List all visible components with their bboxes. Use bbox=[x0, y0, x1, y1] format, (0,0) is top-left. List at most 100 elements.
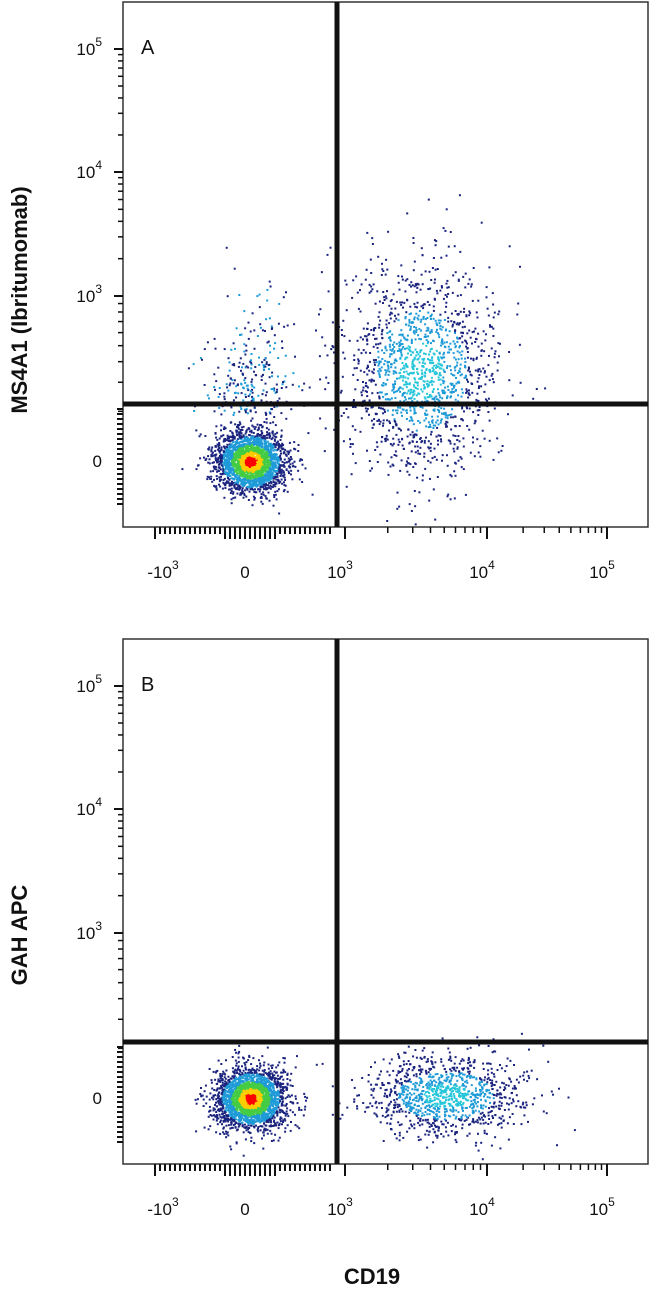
event-dot bbox=[234, 476, 237, 478]
event-dot bbox=[380, 333, 383, 336]
event-dot bbox=[412, 405, 415, 408]
event-dot bbox=[377, 343, 380, 346]
event-dot bbox=[267, 450, 270, 453]
event-dot bbox=[424, 270, 427, 273]
event-dot bbox=[257, 488, 260, 491]
event-dot bbox=[393, 361, 396, 364]
event-dot bbox=[345, 309, 348, 312]
event-dot bbox=[393, 454, 396, 456]
event-dot bbox=[230, 487, 233, 490]
event-dot bbox=[342, 319, 345, 322]
event-dot bbox=[239, 1079, 242, 1082]
event-dot bbox=[267, 460, 270, 463]
event-dot bbox=[365, 268, 368, 271]
event-dot bbox=[269, 468, 272, 471]
event-dot bbox=[407, 377, 410, 380]
event-dot bbox=[266, 456, 269, 459]
event-dot bbox=[458, 425, 461, 427]
event-dot bbox=[272, 477, 275, 480]
event-dot bbox=[404, 358, 407, 361]
event-dot bbox=[378, 406, 380, 409]
event-dot bbox=[246, 488, 249, 491]
event-dot bbox=[406, 365, 409, 368]
event-dot bbox=[218, 407, 221, 409]
event-dot bbox=[213, 467, 216, 470]
event-dot bbox=[254, 435, 257, 438]
event-dot bbox=[451, 291, 454, 294]
event-dot bbox=[407, 428, 410, 431]
event-dot bbox=[250, 442, 252, 444]
x-tick-label: -103 bbox=[147, 558, 179, 582]
event-dot bbox=[214, 1071, 217, 1074]
event-dot bbox=[204, 459, 207, 461]
event-dot bbox=[238, 458, 241, 461]
event-dot bbox=[473, 455, 476, 458]
event-dot bbox=[372, 359, 375, 362]
event-dot bbox=[518, 343, 521, 346]
event-dot bbox=[393, 359, 396, 362]
event-dot bbox=[423, 336, 426, 338]
event-dot bbox=[421, 440, 423, 443]
event-dot bbox=[277, 375, 279, 378]
event-dot bbox=[262, 366, 265, 369]
event-dot bbox=[244, 465, 247, 468]
event-dot bbox=[461, 341, 464, 344]
event-dot bbox=[223, 395, 226, 398]
event-dot bbox=[259, 437, 262, 440]
event-dot bbox=[460, 466, 463, 469]
event-dot bbox=[477, 387, 480, 389]
event-dot bbox=[408, 397, 410, 400]
event-dot bbox=[410, 342, 413, 344]
event-dot bbox=[410, 510, 413, 512]
event-dot bbox=[397, 388, 400, 391]
event-dot bbox=[416, 317, 419, 320]
event-dot bbox=[266, 440, 269, 443]
event-dot bbox=[261, 329, 264, 332]
event-dot bbox=[268, 456, 271, 459]
event-dot bbox=[274, 466, 276, 469]
event-dot bbox=[437, 365, 440, 368]
event-dot bbox=[293, 323, 296, 326]
event-dot bbox=[228, 451, 231, 454]
event-dot bbox=[507, 413, 509, 416]
event-dot bbox=[437, 398, 440, 401]
event-dot bbox=[438, 363, 441, 366]
event-dot bbox=[433, 371, 436, 374]
event-dot bbox=[284, 453, 287, 456]
event-dot bbox=[409, 406, 412, 409]
event-dot bbox=[258, 461, 261, 464]
event-dot bbox=[242, 481, 245, 484]
event-dot bbox=[456, 447, 459, 450]
event-dot bbox=[220, 1063, 223, 1065]
event-dot bbox=[243, 444, 246, 447]
event-dot bbox=[430, 279, 433, 281]
event-dot bbox=[351, 443, 354, 446]
event-dot bbox=[278, 1122, 281, 1125]
event-dot bbox=[264, 411, 267, 414]
event-dot bbox=[411, 431, 414, 434]
event-dot bbox=[440, 341, 443, 344]
event-dot bbox=[274, 455, 277, 458]
event-dot bbox=[242, 373, 244, 376]
event-dot bbox=[230, 406, 233, 409]
event-dot bbox=[386, 438, 389, 441]
event-dot bbox=[280, 1104, 283, 1107]
event-dot bbox=[353, 354, 356, 357]
event-dot bbox=[241, 429, 244, 431]
event-dot bbox=[341, 334, 343, 336]
event-dot bbox=[413, 412, 416, 415]
event-dot bbox=[237, 479, 240, 482]
event-dot bbox=[388, 361, 390, 363]
event-dot bbox=[397, 438, 400, 441]
event-dot bbox=[229, 482, 232, 485]
event-dot bbox=[282, 447, 285, 450]
event-dot bbox=[215, 487, 218, 490]
event-dot bbox=[412, 466, 415, 468]
event-dot bbox=[260, 399, 263, 402]
event-dot bbox=[438, 373, 441, 376]
event-dot bbox=[424, 362, 426, 365]
event-dot bbox=[412, 436, 415, 439]
event-dot bbox=[229, 471, 232, 474]
event-dot bbox=[345, 408, 348, 410]
event-dot bbox=[284, 484, 287, 487]
